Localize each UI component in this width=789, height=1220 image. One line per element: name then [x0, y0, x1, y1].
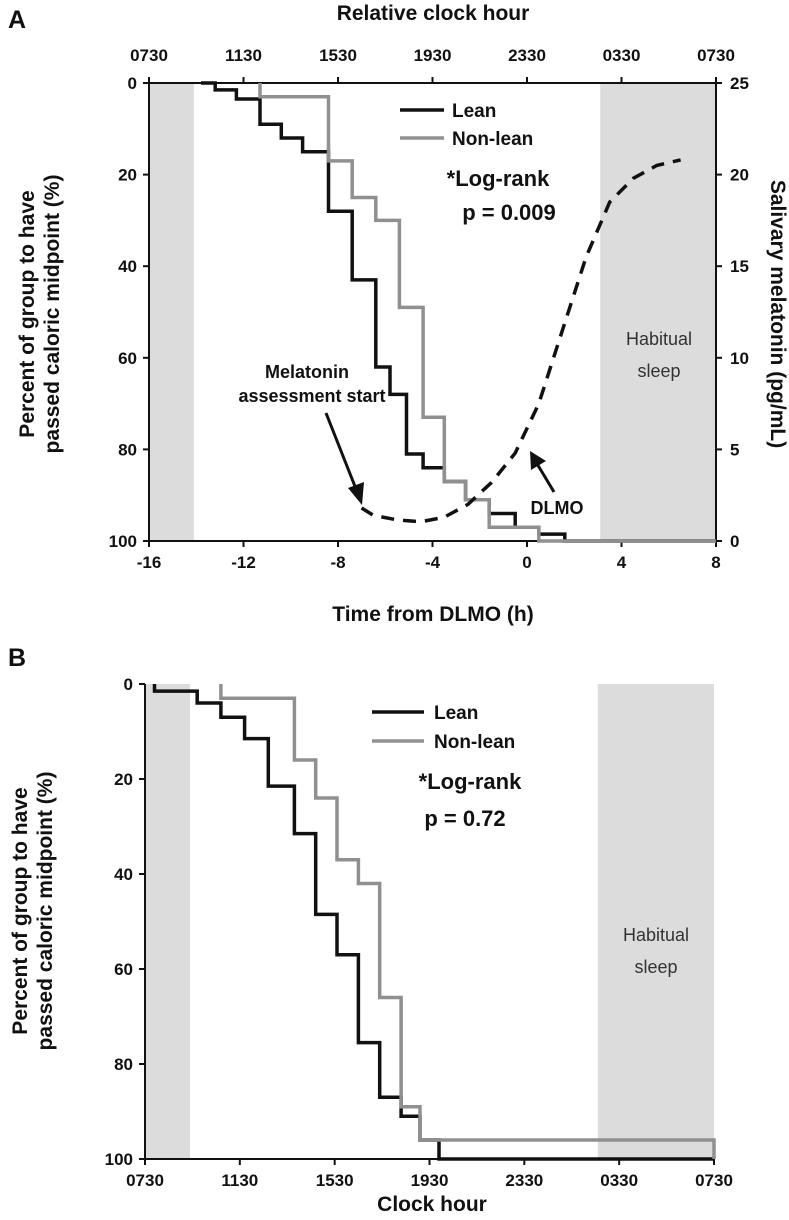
- x2-tick-label: 2330: [508, 46, 546, 65]
- y-tick-label: 100: [105, 1150, 133, 1169]
- x-tick-label: 0330: [600, 1171, 638, 1190]
- melatonin-start-label-line2: assessment start: [238, 386, 385, 406]
- x-tick-label: -12: [231, 553, 256, 572]
- panel-a-letter: A: [8, 6, 26, 34]
- series-line-non-lean: [219, 684, 716, 1159]
- panel-a-y-axis-title-line1: Percent of group to have: [16, 190, 39, 437]
- x-tick-label: 0730: [695, 1171, 733, 1190]
- panel-b: B 0730 1130 1530 1930 2330 0330 0730 0 20 40 60 80 1…: [8, 644, 733, 1216]
- x2-tick-label: 0330: [603, 46, 641, 65]
- panel-b-series: [152, 684, 716, 1161]
- panel-a-logrank-pvalue: p = 0.009: [462, 200, 556, 225]
- x-tick-label: 1130: [221, 1171, 258, 1190]
- x-tick-label: -8: [330, 553, 345, 572]
- panel-b-y-axis-title-line1: Percent of group to have: [9, 787, 32, 1034]
- x2-tick-label: 0730: [130, 46, 168, 65]
- panel-a-shaded-regions: [149, 83, 716, 541]
- y2-tick-label: 5: [730, 440, 739, 459]
- y-tick-label: 20: [118, 166, 137, 185]
- y2-tick-label: 0: [730, 532, 739, 551]
- x-tick-label: 0730: [126, 1171, 164, 1190]
- panel-b-y-axis-title-line2: passed caloric midpoint (%): [34, 772, 57, 1051]
- y2-tick-label: 10: [730, 349, 749, 368]
- x2-tick-label: 1930: [414, 46, 452, 65]
- x-tick-label: 4: [617, 553, 627, 572]
- y2-tick-label: 20: [730, 166, 749, 185]
- legend-label-lean: Lean: [434, 703, 478, 724]
- panel-b-legend: Lean Non-lean: [372, 703, 515, 753]
- panel-b-shaded-regions: [145, 684, 714, 1159]
- dlmo-arrow: [530, 451, 556, 493]
- panel-b-logrank-label: *Log-rank: [419, 769, 522, 794]
- shaded-region-1: [145, 684, 191, 1159]
- dlmo-label: DLMO: [531, 498, 584, 518]
- panel-a-sleep-label-line2: sleep: [637, 361, 680, 381]
- x-tick-label: 2330: [505, 1171, 543, 1190]
- series-line-non-lean: [258, 83, 716, 543]
- melatonin-start-arrow: [324, 412, 364, 505]
- x-tick-label: -4: [425, 553, 441, 572]
- panel-b-sleep-label-line1: Habitual: [623, 925, 689, 945]
- x-tick-label: 1930: [411, 1171, 449, 1190]
- panel-b-sleep-label-line2: sleep: [634, 957, 677, 977]
- panel-a-logrank-label: *Log-rank: [447, 166, 550, 191]
- legend-label-non-lean: Non-lean: [452, 129, 533, 150]
- y-tick-label: 40: [114, 865, 133, 884]
- series-line-melatonin: [360, 158, 681, 524]
- x-tick-label: -16: [137, 553, 162, 572]
- panel-a-y2-axis-title: Salivary melatonin (pg/mL): [766, 180, 789, 448]
- x-tick-label: 8: [711, 553, 720, 572]
- y-tick-label: 80: [118, 440, 137, 459]
- panel-a-tick-labels: -16 -12 -8 -4 0 4 8 0730 1130 1530 1930 2330 0330 073…: [109, 46, 749, 572]
- y-tick-label: 100: [109, 532, 137, 551]
- panel-a-x2-axis-title: Relative clock hour: [337, 2, 530, 25]
- x-tick-label: 0: [522, 553, 531, 572]
- legend-label-non-lean: Non-lean: [434, 732, 515, 753]
- panel-a-legend: Lean Non-lean: [400, 101, 533, 150]
- panel-a-sleep-label-line1: Habitual: [626, 329, 692, 349]
- panel-a-series: [201, 81, 716, 543]
- y2-tick-label: 25: [730, 74, 749, 93]
- panel-a-y-axis-title-line2: passed caloric midpoint (%): [41, 175, 64, 454]
- legend-label-lean: Lean: [452, 101, 496, 122]
- panel-a: A -16 -12 -8 -4 0 4 8 0730 1130 1530 1930 2330 0330 0…: [8, 2, 789, 626]
- panel-a-x-axis-title: Time from DLMO (h): [332, 603, 533, 626]
- y-tick-label: 0: [128, 74, 137, 93]
- x2-tick-label: 1130: [225, 46, 262, 65]
- panel-b-x-axis-title: Clock hour: [377, 1193, 487, 1216]
- y-tick-label: 40: [118, 257, 137, 276]
- y-tick-label: 60: [114, 960, 133, 979]
- panel-b-logrank-pvalue: p = 0.72: [424, 806, 505, 831]
- y2-tick-label: 15: [730, 257, 749, 276]
- y-tick-label: 20: [114, 770, 133, 789]
- y-tick-label: 80: [114, 1055, 133, 1074]
- x-tick-label: 1530: [316, 1171, 354, 1190]
- shaded-region-2: [597, 684, 714, 1159]
- shaded-region-2: [600, 83, 716, 541]
- panel-b-letter: B: [8, 644, 26, 672]
- shaded-region-1: [149, 83, 194, 541]
- panel-b-tick-labels: 0730 1130 1530 1930 2330 0330 0730 0 20 40 60 80 100: [105, 675, 733, 1190]
- x2-tick-label: 1530: [319, 46, 357, 65]
- x2-tick-label: 0730: [697, 46, 735, 65]
- melatonin-start-label-line1: Melatonin: [265, 362, 349, 382]
- series-line-lean: [201, 81, 716, 543]
- y-tick-label: 0: [124, 675, 133, 694]
- y-tick-label: 60: [118, 349, 137, 368]
